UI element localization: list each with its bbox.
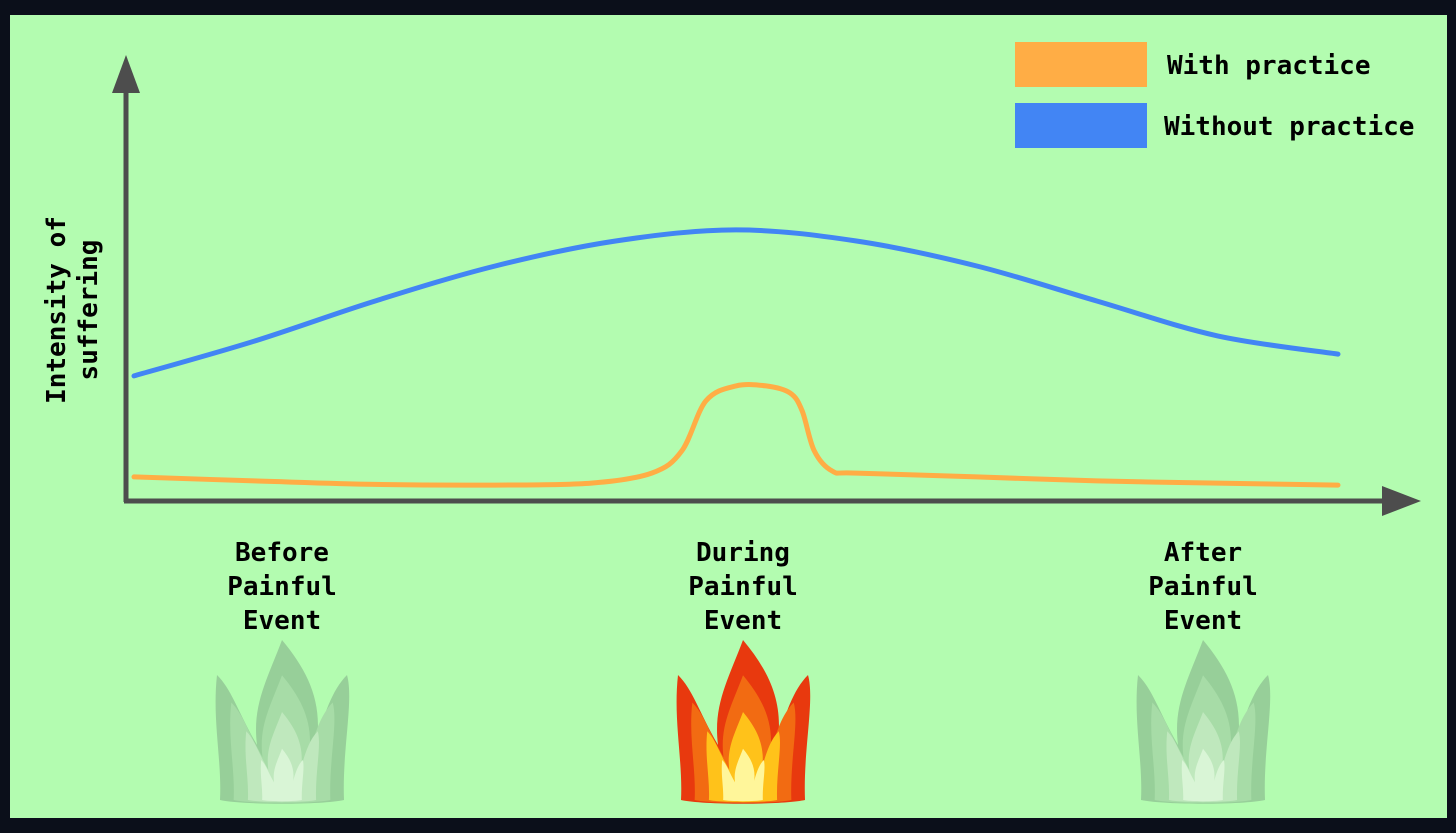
legend-swatch-with-practice <box>1015 42 1147 87</box>
faded-fire-icon-1 <box>215 640 350 804</box>
category-label-2-line-3: Event <box>704 606 782 636</box>
series-layer <box>131 227 1341 488</box>
legend-label-with-practice: With practice <box>1167 51 1371 81</box>
category-labels: Before Painful Event During Painful Event Afte… <box>227 538 1258 636</box>
category-label-2-line-1: During <box>696 538 790 568</box>
y-axis-label: Intensity of suffering <box>42 216 104 404</box>
x-axis-arrowhead <box>1382 486 1421 516</box>
faded-fire-icon-3 <box>1136 640 1271 804</box>
chart-panel: Intensity of suffering Before Painful Event… <box>10 15 1447 818</box>
fire-icon-2 <box>676 640 811 804</box>
y-axis-arrowhead <box>112 55 140 93</box>
legend-label-without-practice: Without practice <box>1164 112 1414 142</box>
category-label-3-line-1: After <box>1164 538 1242 568</box>
series-line-with-practice <box>131 382 1341 488</box>
y-axis-label-line-1: Intensity of <box>42 216 72 404</box>
chart: Intensity of suffering Before Painful Event… <box>42 42 1421 804</box>
category-label-3-line-3: Event <box>1164 606 1242 636</box>
legend: With practice Without practice <box>1015 42 1414 148</box>
category-label-2-line-2: Painful <box>688 572 798 602</box>
series-line-without-practice <box>131 227 1341 379</box>
flame-icons <box>215 640 1271 804</box>
category-label-1-line-1: Before <box>235 538 329 568</box>
category-label-1-line-3: Event <box>243 606 321 636</box>
axes <box>112 55 1421 516</box>
category-label-1-line-2: Painful <box>227 572 337 602</box>
category-label-3-line-2: Painful <box>1148 572 1258 602</box>
y-axis-label-line-2: suffering <box>74 240 104 381</box>
legend-swatch-without-practice <box>1015 103 1147 148</box>
